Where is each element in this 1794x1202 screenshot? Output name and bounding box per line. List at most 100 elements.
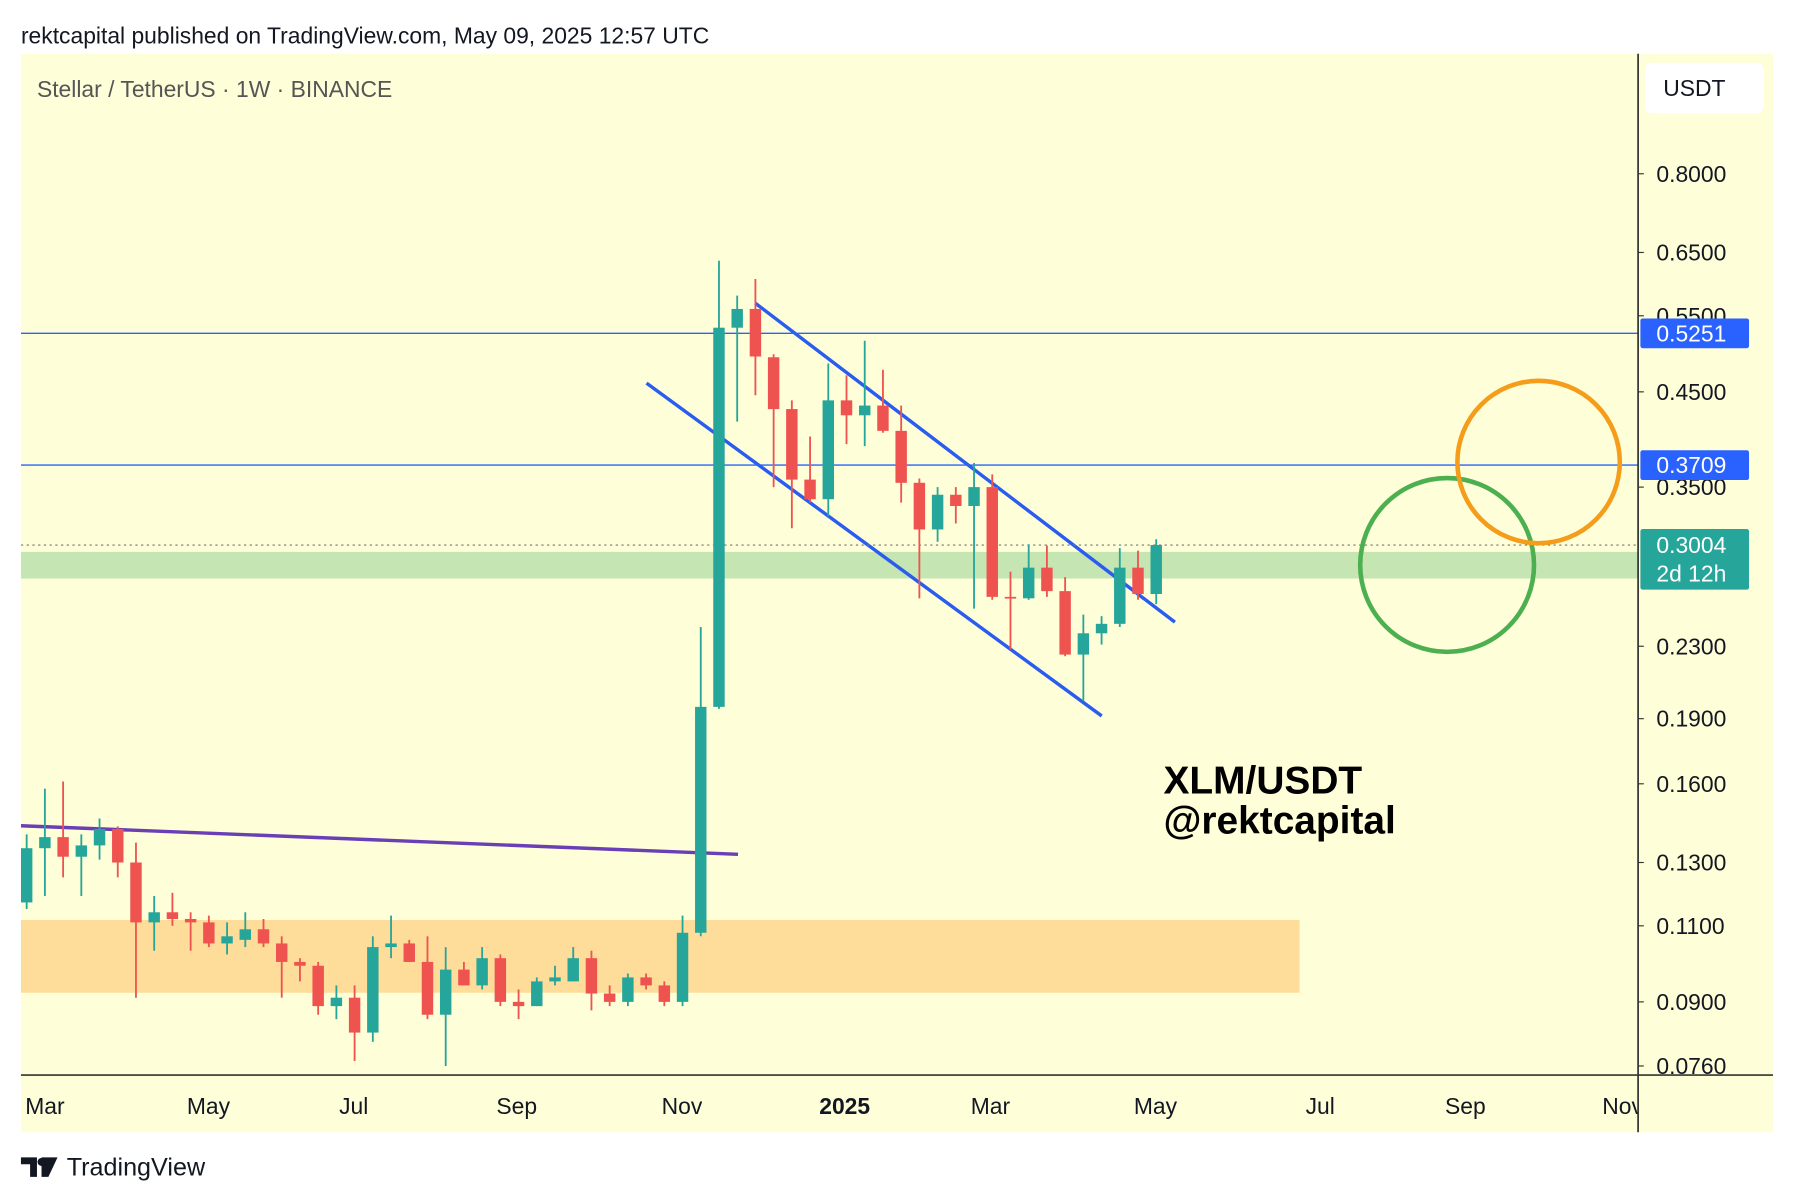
candle-body — [257, 929, 270, 944]
candle-body — [239, 929, 252, 940]
candle-body — [1095, 623, 1108, 634]
currency-box[interactable] — [1644, 62, 1764, 114]
candle-body — [57, 837, 69, 857]
x-tick-label: Jul — [339, 1093, 368, 1119]
candle-body — [676, 932, 689, 1002]
candle-body — [731, 308, 743, 328]
candle-body — [476, 958, 488, 986]
candle-body — [421, 961, 434, 1015]
y-tick-label: 0.4500 — [1656, 379, 1726, 405]
candle-body — [184, 918, 197, 923]
target-circle-green — [1357, 475, 1537, 655]
y-tick-label: 0.6500 — [1656, 239, 1726, 265]
logo-icon — [20, 1157, 58, 1177]
trend-line — [20, 824, 739, 857]
candle-body — [804, 479, 816, 500]
candle-body — [75, 845, 88, 857]
candle-body — [822, 400, 835, 500]
x-tick-label: Mar — [25, 1093, 65, 1119]
candle-body — [385, 943, 397, 948]
y-tick-label: 0.0900 — [1656, 989, 1726, 1015]
candle-body — [1077, 633, 1090, 655]
x-tick-label: Nov — [1602, 1093, 1643, 1119]
x-tick-label: Mar — [971, 1093, 1011, 1119]
candle-body — [458, 969, 470, 986]
candle-body — [1004, 596, 1017, 599]
annotation-author: @rektcapital — [1163, 800, 1395, 843]
candle-body — [585, 958, 598, 994]
candle-body — [1150, 545, 1162, 594]
candle-body — [859, 405, 871, 416]
candle-body — [439, 969, 452, 1015]
candle-body — [895, 430, 907, 483]
candle-body — [877, 405, 889, 431]
candle-body — [1041, 567, 1053, 592]
candle-body — [913, 482, 926, 530]
candle-body — [166, 912, 179, 919]
target-circle-orange — [1455, 378, 1623, 546]
candle-body — [276, 943, 288, 962]
currency-label[interactable]: USDT — [1663, 75, 1725, 101]
candle-body — [622, 977, 634, 1002]
y-tick-label: 0.1600 — [1656, 771, 1726, 797]
y-tick-label: 0.8000 — [1656, 161, 1726, 187]
candle-body — [1114, 567, 1126, 624]
candle-body — [950, 494, 962, 506]
level-label-box — [1640, 450, 1750, 480]
publish-header: rektcapital published on TradingView.com… — [21, 22, 709, 48]
candle-body — [1132, 567, 1144, 594]
candle-body — [931, 494, 944, 530]
candle-body — [312, 965, 324, 1007]
plot-area: Mar May Jul Sep Nov 2025 Mar May Jul Sep Nov — [20, 260, 1643, 1119]
candle-body — [367, 947, 379, 1033]
candle-body — [968, 487, 980, 506]
candle-body — [786, 409, 798, 480]
zone — [20, 920, 1300, 993]
candle-body — [840, 400, 853, 416]
candle-body — [767, 357, 780, 410]
x-tick-label: May — [187, 1093, 231, 1119]
channel-upper — [754, 301, 1176, 624]
candle-body — [39, 837, 51, 849]
y-tick-label: 0.1900 — [1656, 706, 1726, 732]
candle-body — [93, 829, 106, 846]
zone — [20, 551, 1639, 579]
candle-body — [713, 327, 725, 707]
candle-body — [130, 862, 142, 923]
candle-body — [640, 977, 652, 986]
level-label: 0.3709 — [1656, 452, 1726, 478]
candle-body — [20, 848, 33, 903]
candle-body — [1059, 591, 1071, 655]
last-price-label: 0.3004 — [1656, 532, 1726, 558]
candle-body — [294, 961, 306, 966]
candle-body — [567, 958, 579, 982]
candle-body — [403, 943, 415, 962]
candle-body — [531, 981, 543, 1007]
candle-body — [695, 706, 707, 933]
candle-body — [148, 912, 160, 923]
candle-body — [348, 997, 361, 1033]
x-tick-label: Nov — [662, 1093, 703, 1119]
candle-body — [494, 958, 507, 1002]
level-label: 0.5251 — [1656, 320, 1726, 346]
candle-body — [512, 1001, 525, 1007]
candle-body — [658, 985, 671, 1002]
level-label-box — [1640, 318, 1750, 349]
price-axis: 0.0760 0.0900 0.1100 0.1300 0.1600 0.1900 0.23… — [1638, 161, 1750, 1079]
y-tick-label: 0.0760 — [1656, 1053, 1726, 1079]
x-tick-label: Jul — [1306, 1093, 1335, 1119]
x-tick-label: Sep — [496, 1093, 537, 1119]
candle-body — [203, 922, 215, 944]
logo-dot — [37, 1157, 46, 1166]
y-tick-label: 0.1100 — [1656, 913, 1724, 939]
candle-body — [749, 308, 762, 357]
x-tick-label: May — [1134, 1093, 1178, 1119]
chart-title: Stellar / TetherUS · 1W · BINANCE — [37, 76, 392, 102]
annotation-pair: XLM/USDT — [1163, 760, 1362, 803]
candle-body — [221, 936, 233, 944]
candle-body — [112, 829, 124, 863]
candle-body — [1022, 567, 1035, 599]
y-tick-label: 0.1300 — [1656, 850, 1726, 876]
